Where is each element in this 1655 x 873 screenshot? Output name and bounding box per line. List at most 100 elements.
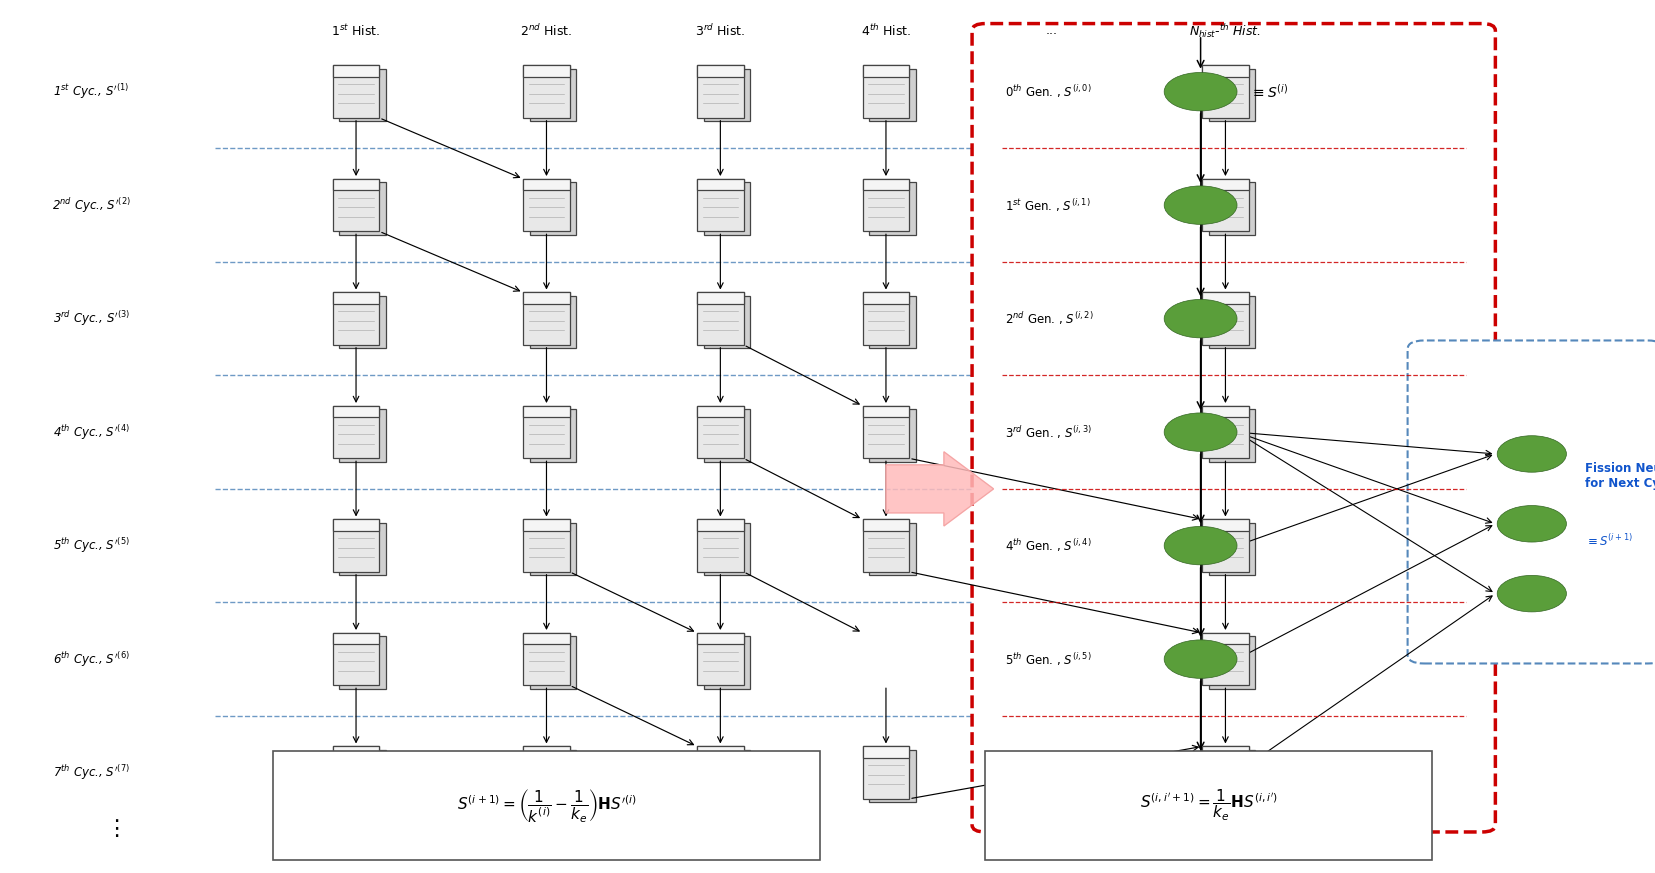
- Text: Fission Neutrons
for Next Cycle: Fission Neutrons for Next Cycle: [1584, 462, 1655, 490]
- FancyBboxPatch shape: [333, 292, 379, 304]
- FancyBboxPatch shape: [1202, 65, 1248, 118]
- FancyBboxPatch shape: [869, 182, 915, 235]
- Text: $S^{(i,i'+1)} = \dfrac{1}{k_e}\mathbf{H}S^{(i,i')}$: $S^{(i,i'+1)} = \dfrac{1}{k_e}\mathbf{H}…: [1139, 787, 1278, 823]
- FancyBboxPatch shape: [523, 65, 569, 77]
- FancyBboxPatch shape: [697, 292, 743, 304]
- FancyBboxPatch shape: [339, 750, 386, 802]
- Circle shape: [1496, 436, 1566, 472]
- Text: $S^{(i+1)} = \left(\dfrac{1}{k^{(i)}} - \dfrac{1}{k_e}\right)\mathbf{H}S^{\prime: $S^{(i+1)} = \left(\dfrac{1}{k^{(i)}} - …: [457, 787, 636, 824]
- FancyBboxPatch shape: [697, 519, 743, 531]
- FancyBboxPatch shape: [333, 179, 379, 190]
- FancyBboxPatch shape: [1202, 633, 1248, 644]
- FancyBboxPatch shape: [703, 409, 750, 462]
- FancyBboxPatch shape: [1202, 179, 1248, 231]
- FancyBboxPatch shape: [523, 292, 569, 345]
- Text: 4$^{th}$ Hist.: 4$^{th}$ Hist.: [861, 23, 910, 38]
- Text: ⋮: ⋮: [1190, 806, 1210, 825]
- FancyBboxPatch shape: [333, 65, 379, 118]
- FancyBboxPatch shape: [862, 746, 909, 799]
- FancyBboxPatch shape: [1202, 406, 1248, 417]
- FancyBboxPatch shape: [703, 296, 750, 348]
- FancyBboxPatch shape: [862, 406, 909, 458]
- Text: $N_{hist}$-$^{th}$ Hist.: $N_{hist}$-$^{th}$ Hist.: [1188, 22, 1261, 39]
- FancyBboxPatch shape: [697, 633, 743, 644]
- FancyBboxPatch shape: [869, 750, 915, 802]
- Circle shape: [1163, 186, 1236, 224]
- FancyBboxPatch shape: [1202, 406, 1248, 458]
- Circle shape: [1163, 753, 1236, 792]
- FancyBboxPatch shape: [523, 179, 569, 190]
- FancyBboxPatch shape: [523, 406, 569, 458]
- FancyBboxPatch shape: [523, 406, 569, 417]
- FancyBboxPatch shape: [1208, 182, 1254, 235]
- FancyBboxPatch shape: [333, 406, 379, 458]
- FancyBboxPatch shape: [703, 636, 750, 689]
- FancyBboxPatch shape: [523, 633, 569, 644]
- Text: ...: ...: [1044, 24, 1058, 37]
- FancyBboxPatch shape: [1208, 750, 1254, 802]
- FancyBboxPatch shape: [523, 179, 569, 231]
- FancyBboxPatch shape: [862, 292, 909, 304]
- Text: 3$^{rd}$ Cyc., $S'^{(3)}$: 3$^{rd}$ Cyc., $S'^{(3)}$: [53, 309, 129, 328]
- FancyBboxPatch shape: [697, 179, 743, 190]
- Text: 6$^{th}$ Gen. , $S^{(i,6)}$: 6$^{th}$ Gen. , $S^{(i,6)}$: [1005, 764, 1091, 781]
- FancyBboxPatch shape: [703, 182, 750, 235]
- FancyBboxPatch shape: [523, 65, 569, 118]
- FancyBboxPatch shape: [530, 182, 576, 235]
- FancyBboxPatch shape: [523, 746, 569, 799]
- FancyBboxPatch shape: [862, 292, 909, 345]
- FancyBboxPatch shape: [530, 409, 576, 462]
- FancyBboxPatch shape: [1202, 65, 1248, 77]
- FancyBboxPatch shape: [697, 746, 743, 799]
- FancyBboxPatch shape: [1208, 523, 1254, 575]
- FancyBboxPatch shape: [697, 746, 743, 758]
- FancyBboxPatch shape: [862, 179, 909, 190]
- FancyBboxPatch shape: [333, 292, 379, 345]
- FancyBboxPatch shape: [1202, 292, 1248, 345]
- FancyBboxPatch shape: [1202, 746, 1248, 758]
- FancyBboxPatch shape: [703, 523, 750, 575]
- Text: 2$^{nd}$ Cyc., $S'^{(2)}$: 2$^{nd}$ Cyc., $S'^{(2)}$: [51, 196, 131, 215]
- FancyBboxPatch shape: [333, 746, 379, 758]
- FancyBboxPatch shape: [273, 751, 819, 860]
- Text: 4$^{th}$ Cyc., $S'^{(4)}$: 4$^{th}$ Cyc., $S'^{(4)}$: [53, 423, 129, 442]
- FancyBboxPatch shape: [697, 406, 743, 417]
- Circle shape: [1496, 505, 1566, 542]
- FancyBboxPatch shape: [985, 751, 1432, 860]
- FancyBboxPatch shape: [697, 519, 743, 572]
- FancyBboxPatch shape: [862, 65, 909, 77]
- FancyBboxPatch shape: [862, 179, 909, 231]
- FancyBboxPatch shape: [1202, 292, 1248, 304]
- FancyBboxPatch shape: [339, 523, 386, 575]
- FancyBboxPatch shape: [697, 65, 743, 77]
- FancyBboxPatch shape: [530, 523, 576, 575]
- Text: $\equiv S^{(i)}$: $\equiv S^{(i)}$: [1250, 83, 1288, 100]
- FancyBboxPatch shape: [869, 409, 915, 462]
- FancyBboxPatch shape: [523, 746, 569, 758]
- Text: 2$^{nd}$ Hist.: 2$^{nd}$ Hist.: [520, 23, 573, 38]
- Text: 5$^{th}$ Gen. , $S^{(i,5)}$: 5$^{th}$ Gen. , $S^{(i,5)}$: [1005, 650, 1091, 668]
- FancyBboxPatch shape: [523, 633, 569, 685]
- FancyBboxPatch shape: [869, 296, 915, 348]
- FancyBboxPatch shape: [862, 65, 909, 118]
- FancyBboxPatch shape: [862, 406, 909, 417]
- FancyBboxPatch shape: [703, 69, 750, 121]
- Circle shape: [1163, 526, 1236, 565]
- FancyBboxPatch shape: [1202, 633, 1248, 685]
- Text: 4$^{th}$ Gen. , $S^{(i,4)}$: 4$^{th}$ Gen. , $S^{(i,4)}$: [1005, 537, 1091, 554]
- FancyBboxPatch shape: [530, 296, 576, 348]
- FancyBboxPatch shape: [971, 24, 1494, 832]
- Circle shape: [1163, 72, 1236, 111]
- FancyBboxPatch shape: [523, 519, 569, 572]
- Text: 1$^{st}$ Gen. , $S^{(i,1)}$: 1$^{st}$ Gen. , $S^{(i,1)}$: [1005, 196, 1091, 214]
- FancyBboxPatch shape: [1202, 179, 1248, 190]
- Text: 6$^{th}$ Cyc., $S'^{(6)}$: 6$^{th}$ Cyc., $S'^{(6)}$: [53, 650, 129, 669]
- FancyBboxPatch shape: [530, 636, 576, 689]
- Text: 3$^{rd}$ Gen. , $S^{(i,3)}$: 3$^{rd}$ Gen. , $S^{(i,3)}$: [1005, 423, 1091, 441]
- FancyBboxPatch shape: [333, 179, 379, 231]
- Text: 0$^{th}$ Gen. , $S^{(i,0)}$: 0$^{th}$ Gen. , $S^{(i,0)}$: [1005, 83, 1091, 100]
- FancyBboxPatch shape: [339, 409, 386, 462]
- FancyBboxPatch shape: [1202, 746, 1248, 799]
- FancyBboxPatch shape: [339, 69, 386, 121]
- FancyBboxPatch shape: [333, 519, 379, 572]
